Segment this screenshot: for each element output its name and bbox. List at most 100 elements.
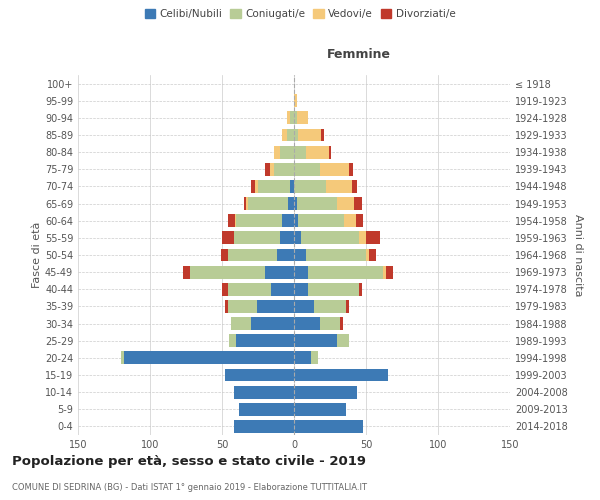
Bar [340,317,343,330]
Bar [294,266,308,278]
Bar [274,146,280,158]
Bar [248,197,288,210]
Bar [366,232,380,244]
Bar [294,146,305,158]
Bar [294,352,311,364]
Bar [294,180,326,193]
Bar [229,334,236,347]
Bar [329,146,331,158]
Bar [283,128,287,141]
Bar [239,403,294,415]
Bar [297,112,308,124]
Legend: Celibi/Nubili, Coniugati/e, Vedovi/e, Divorziati/e: Celibi/Nubili, Coniugati/e, Vedovi/e, Di… [140,5,460,24]
Text: Popolazione per età, sesso e stato civile - 2019: Popolazione per età, sesso e stato civil… [12,455,366,468]
Bar [294,214,298,227]
Bar [337,197,355,210]
Bar [356,214,363,227]
Bar [369,248,376,262]
Bar [305,248,366,262]
Bar [290,180,294,193]
Bar [233,420,294,433]
Bar [287,128,294,141]
Bar [346,300,349,313]
Bar [235,214,236,227]
Bar [271,283,294,296]
Bar [337,334,349,347]
Bar [359,232,366,244]
Bar [294,197,297,210]
Bar [320,317,340,330]
Bar [301,232,359,244]
Bar [228,248,277,262]
Bar [349,163,353,175]
Bar [265,163,269,175]
Bar [222,283,228,296]
Bar [233,232,280,244]
Bar [294,283,308,296]
Bar [366,248,369,262]
Bar [288,197,294,210]
Bar [294,334,337,347]
Bar [344,214,356,227]
Bar [308,283,359,296]
Bar [320,163,349,175]
Bar [222,232,233,244]
Bar [294,94,297,107]
Bar [280,146,294,158]
Bar [294,248,305,262]
Bar [228,300,257,313]
Bar [121,352,124,364]
Bar [294,420,363,433]
Bar [280,232,294,244]
Bar [233,386,294,398]
Bar [251,317,294,330]
Bar [230,317,251,330]
Bar [287,112,290,124]
Bar [298,128,322,141]
Bar [294,317,320,330]
Bar [225,368,294,382]
Bar [294,386,358,398]
Bar [265,266,294,278]
Bar [326,180,352,193]
Text: Femmine: Femmine [327,48,391,60]
Bar [247,197,248,210]
Bar [257,300,294,313]
Bar [297,197,337,210]
Bar [283,214,294,227]
Bar [290,112,294,124]
Bar [225,300,228,313]
Bar [236,334,294,347]
Bar [294,232,301,244]
Bar [294,128,298,141]
Bar [255,180,258,193]
Bar [359,283,362,296]
Bar [228,214,235,227]
Bar [383,266,386,278]
Bar [258,180,290,193]
Bar [244,197,247,210]
Bar [183,266,190,278]
Y-axis label: Fasce di età: Fasce di età [32,222,42,288]
Bar [277,248,294,262]
Bar [236,214,283,227]
Bar [294,163,320,175]
Bar [221,248,228,262]
Bar [274,163,294,175]
Bar [251,180,255,193]
Bar [294,403,346,415]
Bar [386,266,394,278]
Bar [124,352,294,364]
Text: COMUNE DI SEDRINA (BG) - Dati ISTAT 1° gennaio 2019 - Elaborazione TUTTITALIA.IT: COMUNE DI SEDRINA (BG) - Dati ISTAT 1° g… [12,483,367,492]
Bar [308,266,383,278]
Bar [314,300,346,313]
Bar [355,197,362,210]
Bar [322,128,324,141]
Bar [305,146,329,158]
Bar [298,214,344,227]
Y-axis label: Anni di nascita: Anni di nascita [573,214,583,296]
Bar [294,300,314,313]
Bar [311,352,319,364]
Bar [269,163,274,175]
Bar [294,112,297,124]
